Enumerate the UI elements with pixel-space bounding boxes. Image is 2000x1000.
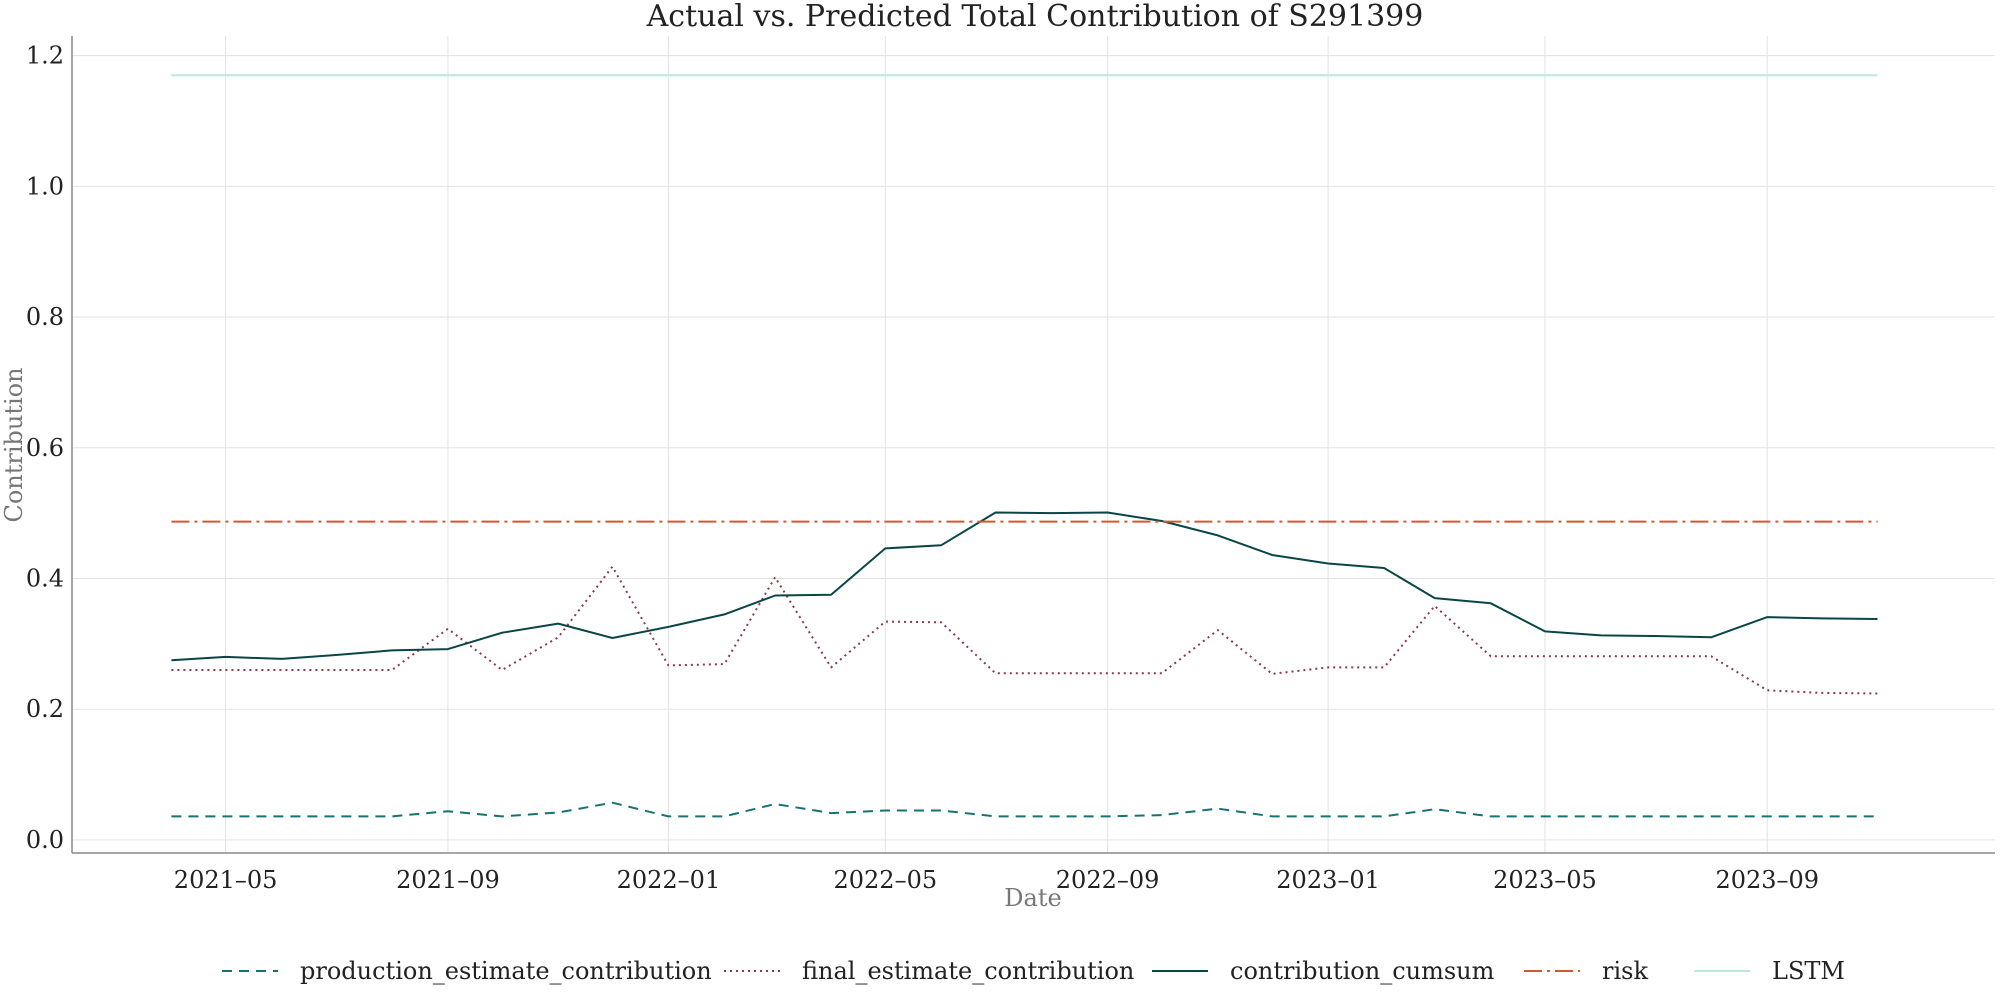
x-tick-label: 2021–09 — [396, 866, 500, 894]
legend: production_estimate_contribution final_es… — [222, 957, 1845, 985]
series-line-contribution_cumsum — [171, 511, 1878, 662]
x-tick-label: 2022–09 — [1056, 866, 1160, 894]
legend-label: risk — [1602, 957, 1648, 985]
series-line-production_estimate_contribution — [171, 801, 1878, 818]
x-tick-label: 2023–01 — [1276, 866, 1380, 894]
y-tick-label: 0.6 — [26, 434, 64, 462]
y-tick-label: 0.8 — [26, 303, 64, 331]
x-tick-label: 2021–05 — [174, 866, 278, 894]
legend-label: production_estimate_contribution — [300, 957, 712, 985]
y-axis-label: Contribution — [0, 367, 28, 522]
series-line-final_estimate_contribution — [171, 565, 1878, 695]
x-tick-labels: 2021–05 2021–09 2022–01 2022–05 2022–09 2023–… — [174, 866, 1819, 894]
legend-label: final_estimate_contribution — [802, 957, 1134, 985]
y-tick-labels: 0.0 0.2 0.4 0.6 0.8 1.0 1.2 — [26, 42, 64, 854]
x-axis-label: Date — [1004, 884, 1061, 912]
y-tick-label: 1.0 — [26, 172, 64, 200]
grid-lines — [72, 36, 1995, 853]
legend-label: LSTM — [1772, 957, 1845, 985]
x-tick-label: 2023–09 — [1715, 866, 1819, 894]
chart-title: Actual vs. Predicted Total Contribution … — [646, 0, 1424, 34]
x-tick-label: 2023–05 — [1493, 866, 1597, 894]
y-tick-label: 0.2 — [26, 695, 64, 723]
y-tick-label: 0.4 — [26, 564, 64, 592]
y-tick-label: 0.0 — [26, 826, 64, 854]
x-tick-label: 2022–01 — [617, 866, 721, 894]
x-tick-label: 2022–05 — [833, 866, 937, 894]
legend-label: contribution_cumsum — [1230, 957, 1495, 985]
series-lines — [171, 74, 1878, 818]
y-tick-label: 1.2 — [26, 42, 64, 70]
